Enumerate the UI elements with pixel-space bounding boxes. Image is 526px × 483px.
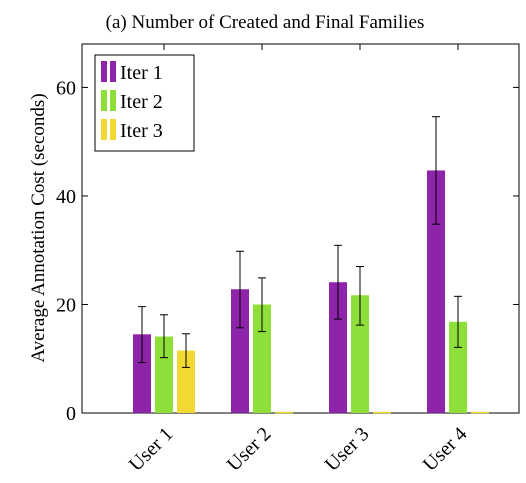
y-tick-labels: 0 20 40 60 — [56, 77, 76, 425]
bar-iter-1-user-3 — [329, 282, 347, 413]
y-axis-label: Average Annotation Cost (seconds) — [28, 93, 49, 362]
legend: Iter 1 Iter 2 Iter 3 — [94, 54, 195, 152]
chart-title: (a) Number of Created and Final Families — [106, 12, 425, 33]
legend-swatch — [101, 119, 107, 140]
legend-swatch — [110, 119, 116, 140]
bar-iter-2-user-1 — [155, 336, 173, 413]
y-tick-label: 60 — [56, 77, 76, 99]
y-tick-label: 40 — [56, 186, 76, 208]
legend-label: Iter 3 — [120, 120, 163, 142]
x-tick-labels: User 1 User 2 User 3 User 4 — [125, 423, 472, 476]
x-tick-label: User 4 — [419, 423, 472, 476]
legend-swatch — [110, 90, 116, 111]
y-tick-label: 20 — [56, 294, 76, 316]
bar-iter-2-user-3 — [351, 295, 369, 413]
x-tick-label: User 2 — [223, 423, 276, 476]
bar-iter-1-user-2 — [231, 289, 249, 413]
bar-iter-3-user-1 — [177, 350, 195, 413]
legend-swatch — [101, 90, 107, 111]
plot-frame — [81, 43, 520, 414]
x-tick-label: User 1 — [125, 423, 178, 476]
legend-label: Iter 2 — [120, 91, 163, 113]
x-tick-label: User 3 — [321, 423, 374, 476]
y-tick-label: 0 — [66, 403, 76, 425]
legend-swatch — [101, 61, 107, 82]
legend-swatch — [110, 61, 116, 82]
bars — [133, 170, 489, 414]
legend-label: Iter 1 — [120, 62, 163, 84]
bar-iter-1-user-4 — [427, 170, 445, 413]
error-bars — [138, 116, 462, 368]
bar-iter-1-user-1 — [133, 334, 151, 413]
bar-iter-2-user-2 — [253, 304, 271, 413]
bar-iter-2-user-4 — [449, 321, 467, 413]
axes — [81, 43, 520, 414]
